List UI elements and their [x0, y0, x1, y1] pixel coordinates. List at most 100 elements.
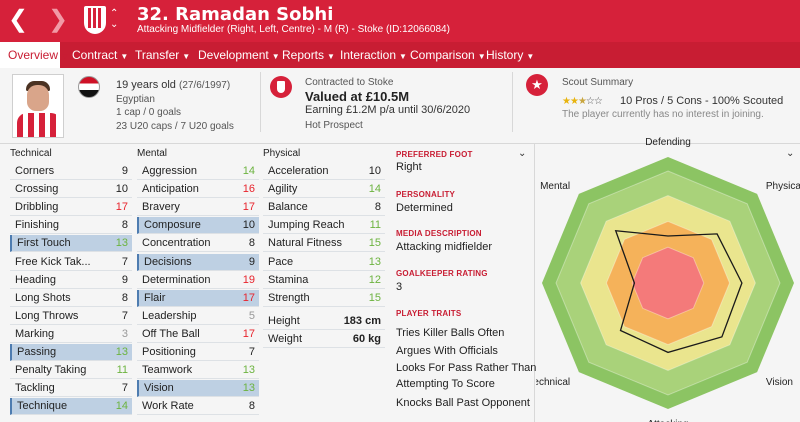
player-subtitle: Attacking Midfielder (Right, Left, Centr… [137, 24, 450, 35]
next-player-icon[interactable]: ⌄ [110, 19, 119, 30]
tab-transfer[interactable]: Transfer ▼ [135, 48, 191, 62]
attribute-row[interactable]: Penalty Taking 11 [10, 362, 132, 380]
player-value: Valued at £10.5M [305, 89, 410, 104]
radar-axis-label: Vision [766, 377, 793, 388]
attribute-value: 17 [115, 201, 128, 214]
attribute-row[interactable]: Free Kick Tak... 7 [10, 254, 132, 271]
attribute-row[interactable]: Pace 13 [263, 254, 385, 271]
tab-history[interactable]: History ▼ [486, 48, 535, 62]
attribute-row[interactable]: Determination 19 [137, 272, 259, 289]
tab-development[interactable]: Development ▼ [198, 48, 280, 62]
media-description: Attacking midfielder [396, 241, 492, 253]
radar-level-band [631, 246, 705, 320]
attribute-value: 13 [115, 237, 128, 250]
attribute-row[interactable]: Strength 15 [263, 290, 385, 307]
previous-player-icon[interactable]: ⌃ [110, 8, 119, 19]
attribute-row[interactable]: Composure 10 [137, 217, 259, 235]
attribute-value: 19 [242, 273, 255, 286]
attribute-row[interactable]: Agility 14 [263, 181, 385, 199]
physical-heading: Physical [263, 148, 301, 159]
attribute-name: Vision [144, 382, 174, 395]
attribute-row[interactable]: Flair 17 [137, 289, 259, 307]
main-menu: Overview ▼ Contract ▼ Transfer ▼ Developmen… [0, 42, 800, 68]
attribute-row[interactable]: Leadership 5 [137, 308, 259, 325]
club-crest-icon [84, 6, 106, 34]
attribute-row[interactable]: Vision 13 [137, 380, 259, 398]
player-traits-heading: PLAYER TRAITS [396, 309, 462, 318]
attribute-row[interactable]: Marking 3 [10, 326, 132, 343]
chevron-down-icon[interactable]: ⌄ [518, 148, 527, 159]
attribute-row[interactable]: Teamwork 13 [137, 362, 259, 380]
attribute-name: Pace [268, 255, 294, 268]
attribute-name: Long Throws [15, 309, 79, 322]
tab-reports[interactable]: Reports ▼ [282, 48, 335, 62]
attribute-value: 10 [242, 219, 255, 232]
attribute-row[interactable]: Finishing 8 [10, 217, 132, 235]
star-icon: ★ [562, 96, 571, 107]
attribute-row[interactable]: Acceleration 10 [263, 163, 385, 180]
attribute-row[interactable]: Decisions 9 [137, 253, 259, 271]
attribute-value: 15 [368, 291, 381, 304]
attribute-row[interactable]: Anticipation 16 [137, 181, 259, 199]
attribute-row[interactable]: Crossing 10 [10, 181, 132, 199]
attribute-row[interactable]: Heading 9 [10, 272, 132, 289]
attribute-value: 11 [369, 219, 381, 232]
attribute-row[interactable]: Aggression 14 [137, 163, 259, 180]
trait-item: Tries Killer Balls Often [396, 327, 505, 339]
header-bar: ❮ ❯ ⌃ ⌄ 32. Ramadan Sobhi Attacking Midf… [0, 0, 800, 42]
attribute-value: 10 [368, 165, 381, 177]
attribute-value: 14 [368, 183, 381, 196]
attribute-row[interactable]: Corners 9 [10, 163, 132, 180]
back-icon[interactable]: ❮ [7, 6, 29, 33]
attribute-name: Stamina [268, 273, 309, 286]
radar-options-chevron-icon[interactable]: ⌄ [786, 148, 795, 159]
attribute-row[interactable]: First Touch 13 [10, 235, 132, 253]
attribute-row[interactable]: Tackling 7 [10, 380, 132, 398]
scout-star-icon: ★ [526, 74, 548, 96]
attribute-name: Acceleration [268, 165, 329, 177]
star-icon: ☆ [585, 96, 595, 107]
attribute-name: Positioning [142, 346, 196, 358]
tab-interaction[interactable]: Interaction ▼ [340, 48, 407, 62]
contract-earning: Earning £1.2M p/a until 30/6/2020 [305, 104, 471, 116]
tab-comparison[interactable]: Comparison ▼ [410, 48, 486, 62]
attribute-value: 8 [121, 291, 128, 304]
tab-overview[interactable]: Overview ▼ [0, 42, 69, 68]
attribute-name: First Touch [17, 237, 71, 250]
tab-contract[interactable]: Contract ▼ [72, 48, 129, 62]
attribute-row[interactable]: Balance 8 [263, 199, 385, 217]
attribute-value: 7 [121, 309, 128, 322]
attribute-value: 9 [121, 273, 128, 286]
attribute-row[interactable]: Technique 14 [10, 398, 132, 416]
attribute-row[interactable]: Stamina 12 [263, 272, 385, 289]
attribute-name: Dribbling [15, 201, 59, 214]
forward-icon[interactable]: ❯ [47, 6, 69, 33]
attribute-name: Teamwork [142, 364, 193, 377]
player-age: 19 years old (27/6/1997) [116, 79, 231, 91]
attribute-value: 17 [242, 201, 255, 214]
attribute-row[interactable]: Work Rate 8 [137, 398, 259, 416]
attribute-row[interactable]: Dribbling 17 [10, 199, 132, 217]
preferred-foot-heading: PREFERRED FOOT [396, 150, 473, 159]
radar-axis-label: Mental [540, 181, 570, 192]
attribute-row[interactable]: Concentration 8 [137, 235, 259, 253]
height-row: Height 183 cm [263, 313, 385, 330]
attribute-row[interactable]: Passing 13 [10, 344, 132, 361]
attribute-row[interactable]: Natural Fitness 15 [263, 235, 385, 253]
attribute-name: Natural Fitness [268, 237, 342, 250]
attribute-value: 14 [115, 400, 128, 413]
attribute-value: 17 [242, 291, 255, 304]
attribute-row[interactable]: Off The Ball 17 [137, 326, 259, 343]
attribute-row[interactable]: Long Shots 8 [10, 290, 132, 307]
personality-heading: PERSONALITY [396, 190, 456, 199]
attribute-name: Long Shots [15, 291, 71, 304]
attribute-row[interactable]: Positioning 7 [137, 344, 259, 361]
attribute-name: Heading [15, 273, 56, 286]
attribute-row[interactable]: Jumping Reach 11 [263, 217, 385, 235]
attribute-row[interactable]: Long Throws 7 [10, 308, 132, 325]
egypt-flag-icon [78, 76, 100, 98]
contract-heading: Contracted to Stoke [305, 77, 394, 88]
attribute-value: 7 [121, 255, 128, 268]
attribute-row[interactable]: Bravery 17 [137, 199, 259, 217]
trait-item: Argues With Officials [396, 345, 498, 357]
